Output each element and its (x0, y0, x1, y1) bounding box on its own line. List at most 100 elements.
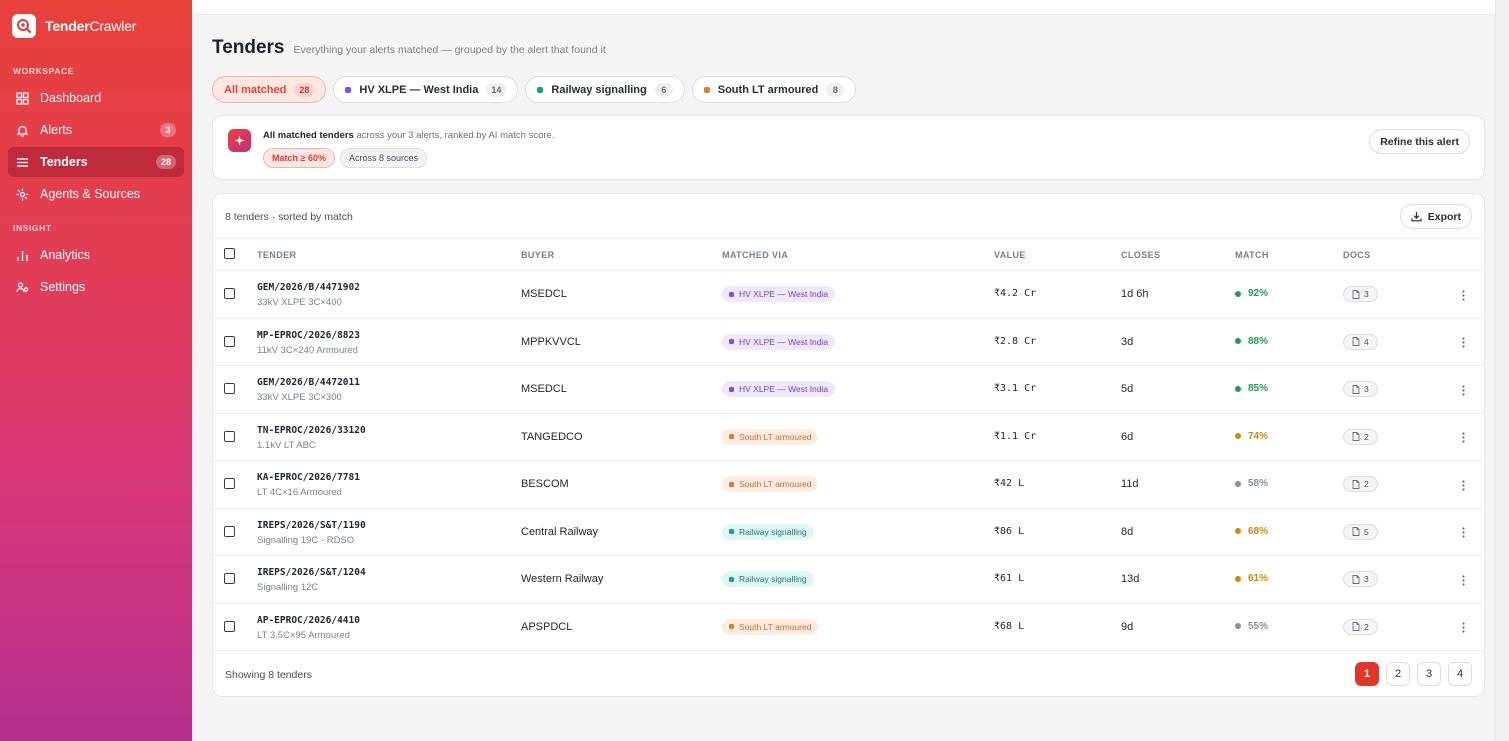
filter-chip-label: Railway signalling (551, 83, 647, 96)
matched-via-badge[interactable]: HV XLPE — West India (722, 381, 836, 397)
match-status-dot-icon (1235, 623, 1241, 629)
document-icon (1352, 479, 1360, 489)
row-menu-kebab-icon[interactable] (1459, 475, 1467, 495)
filter-chip-all-matched[interactable]: All matched 28 (212, 76, 327, 103)
row-checkbox[interactable] (224, 620, 235, 632)
row-checkbox[interactable] (224, 478, 235, 489)
tender-id[interactable]: IREPS/2026/S&T/1190 (257, 519, 366, 531)
tender-id[interactable]: IREPS/2026/S&T/1204 (257, 567, 366, 578)
page-button-1[interactable]: 1 (1355, 662, 1379, 686)
table-row[interactable]: GEM/2026/B/4471902 33kV XLPE 3C×400 MSEDCL… (213, 271, 1484, 319)
sidebar: TenderCrawler WORKSPACE Dashboard Alerts… (0, 0, 192, 741)
docs-badge[interactable]: 2 (1343, 618, 1378, 635)
alerts-count-badge: 3 (160, 123, 176, 137)
brand[interactable]: TenderCrawler (0, 0, 192, 52)
column-header-value[interactable]: VALUE (994, 250, 1026, 260)
export-button[interactable]: Export (1399, 204, 1472, 229)
filter-chip-hv-xlpe[interactable]: HV XLPE — West India 14 (333, 76, 519, 103)
tender-id[interactable]: AP-EPROC/2026/4410 (257, 614, 360, 626)
row-checkbox[interactable] (224, 430, 235, 442)
row-checkbox[interactable] (224, 288, 235, 299)
tender-value: ₹3.1 Cr (994, 383, 1037, 394)
table-row[interactable]: GEM/2026/B/4472011 33kV XLPE 3C×300 MSEDCL… (213, 366, 1484, 414)
filter-chip-railway-signalling[interactable]: Railway signalling 6 (525, 76, 685, 103)
row-menu-kebab-icon[interactable] (1459, 333, 1467, 353)
sidebar-item-alerts[interactable]: Alerts 3 (8, 115, 184, 145)
select-all-checkbox[interactable] (224, 248, 235, 259)
page-scrollbar[interactable] (1495, 0, 1509, 741)
workspace-section-label: WORKSPACE (13, 66, 74, 76)
docs-badge[interactable]: 3 (1343, 381, 1378, 397)
tenders-table-card: 8 tenders · sorted by match Export TENDE… (212, 193, 1485, 697)
matched-via-badge[interactable]: South LT armoured (722, 476, 819, 492)
column-header-tender[interactable]: TENDER (257, 250, 297, 260)
tender-id[interactable]: KA-EPROC/2026/7781 (257, 472, 360, 483)
docs-badge[interactable]: 3 (1343, 571, 1378, 587)
table-row[interactable]: IREPS/2026/S&T/1190 Signalling 19C · RDSO… (213, 509, 1484, 556)
filter-chip-label: South LT armoured (717, 83, 819, 96)
column-header-closes[interactable]: CLOSES (1121, 250, 1161, 260)
docs-count: 3 (1364, 384, 1369, 394)
column-header-matched-via[interactable]: MATCHED VIA (722, 250, 789, 260)
docs-badge[interactable]: 5 (1343, 523, 1378, 540)
row-menu-kebab-icon[interactable] (1459, 428, 1467, 448)
table-row[interactable]: IREPS/2026/S&T/1204 Signalling 12C Western… (213, 556, 1484, 604)
alert-color-dot-icon (729, 576, 734, 582)
row-menu-kebab-icon[interactable] (1459, 380, 1467, 400)
orange-dot-icon (703, 86, 710, 93)
tender-id[interactable]: TN-EPROC/2026/33120 (257, 424, 366, 436)
page-button-4[interactable]: 4 (1448, 662, 1472, 686)
row-menu-kebab-icon[interactable] (1459, 618, 1467, 638)
sidebar-item-tenders[interactable]: Tenders 28 (8, 147, 184, 177)
sidebar-item-settings[interactable]: Settings (8, 272, 184, 302)
list-icon (16, 156, 29, 169)
table-row[interactable]: TN-EPROC/2026/33120 1.1kV LT ABC TANGEDCO S… (213, 414, 1484, 461)
matched-via-label: Railway signalling (739, 574, 807, 584)
docs-badge[interactable]: 3 (1343, 286, 1378, 302)
column-header-buyer[interactable]: BUYER (521, 250, 555, 260)
table-row[interactable]: MP-EPROC/2026/8823 11kV 3C×240 Armoured MP… (213, 319, 1484, 366)
matched-via-badge[interactable]: South LT armoured (722, 428, 819, 445)
match-score-label: 68% (1248, 525, 1269, 537)
alert-color-dot-icon (729, 434, 734, 439)
docs-badge[interactable]: 4 (1343, 333, 1378, 350)
tender-id[interactable]: GEM/2026/B/4472011 (257, 377, 360, 388)
tender-id[interactable]: GEM/2026/B/4471902 (257, 282, 360, 293)
row-checkbox[interactable] (224, 335, 235, 347)
filter-chip-south-lt-armoured[interactable]: South LT armoured 8 (691, 76, 857, 103)
matched-via-badge[interactable]: South LT armoured (722, 618, 819, 635)
column-header-match[interactable]: MATCH (1235, 250, 1269, 260)
matched-via-badge[interactable]: Railway signalling (722, 523, 814, 540)
table-row[interactable]: KA-EPROC/2026/7781 LT 4C×16 Armoured BESCO… (213, 461, 1484, 509)
alert-color-dot-icon (729, 291, 734, 297)
matched-via-label: Railway signalling (739, 526, 807, 537)
docs-badge[interactable]: 2 (1343, 428, 1378, 445)
matched-via-badge[interactable]: Railway signalling (722, 571, 814, 587)
page-button-2[interactable]: 2 (1386, 662, 1410, 686)
sidebar-item-agents-sources[interactable]: Agents & Sources (8, 179, 184, 209)
match-status-dot-icon (1235, 385, 1241, 392)
docs-badge[interactable]: 2 (1343, 476, 1378, 492)
table-row[interactable]: AP-EPROC/2026/4410 LT 3.5C×95 Armoured APS… (213, 604, 1484, 651)
row-menu-kebab-icon[interactable] (1459, 570, 1467, 590)
tender-id[interactable]: MP-EPROC/2026/8823 (257, 329, 360, 341)
alert-color-dot-icon (729, 624, 734, 629)
sparkle-icon (228, 129, 251, 152)
docs-count: 2 (1364, 431, 1369, 442)
refine-alert-button[interactable]: Refine this alert (1369, 129, 1470, 154)
page-button-3[interactable]: 3 (1417, 662, 1441, 686)
match-score-label: 85% (1248, 383, 1269, 394)
sidebar-item-analytics[interactable]: Analytics (8, 240, 184, 270)
row-menu-kebab-icon[interactable] (1459, 285, 1467, 305)
column-header-docs[interactable]: DOCS (1343, 250, 1371, 260)
matched-via-badge[interactable]: HV XLPE — West India (722, 333, 836, 350)
row-checkbox[interactable] (224, 525, 235, 537)
summary-bold: All matched tenders (263, 130, 354, 141)
tender-description: LT 3.5C×95 Armoured (257, 629, 350, 641)
matched-via-badge[interactable]: HV XLPE — West India (722, 286, 836, 302)
row-menu-kebab-icon[interactable] (1459, 523, 1467, 543)
page-title: Tenders (212, 37, 285, 58)
row-checkbox[interactable] (224, 383, 235, 394)
sidebar-item-dashboard[interactable]: Dashboard (8, 83, 184, 113)
row-checkbox[interactable] (224, 573, 235, 584)
